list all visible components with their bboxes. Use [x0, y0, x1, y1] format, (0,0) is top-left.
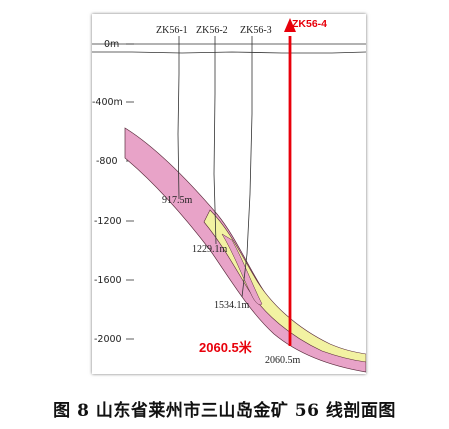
y-label-2000: -2000 [94, 334, 122, 345]
label-zk56-4: ZK56-4 [292, 18, 327, 30]
y-label-0: 0m [104, 39, 119, 50]
label-zk56-3: ZK56-3 [240, 25, 272, 36]
alteration-zone [124, 127, 366, 373]
y-label-800: -800 [96, 156, 118, 167]
depth-label-zk56-1: 917.5m [162, 195, 193, 206]
borehole-zk56-2 [213, 36, 217, 245]
cross-section-diagram: 0m -400m -800 -1200 -1600 -2000 ZK56-1 Z… [92, 18, 366, 373]
label-zk56-2: ZK56-2 [196, 25, 228, 36]
label-zk56-1: ZK56-1 [156, 25, 188, 36]
borehole-zk56-1 [177, 36, 180, 200]
depth-label-zk56-2: 1229.1m [192, 244, 228, 255]
borehole-zk56-3 [241, 36, 253, 298]
gold-vein [203, 209, 366, 363]
y-label-1200: -1200 [94, 216, 122, 227]
depth-label-zk56-3: 1534.1m [214, 300, 250, 311]
y-axis-ticks [126, 43, 134, 340]
depth-label-zk56-4: 2060.5m [265, 355, 301, 366]
y-label-400: -400m [92, 97, 123, 108]
ore-lens [221, 233, 263, 305]
arrow-up-icon [284, 18, 296, 32]
figure-caption: 图 8 山东省莱州市三山岛金矿 56 线剖面图 [53, 401, 396, 421]
ground-surface-line [92, 51, 366, 54]
y-label-1600: -1600 [94, 275, 122, 286]
highlight-depth-label: 2060.5米 [199, 340, 253, 355]
section-figure: 0m -400m -800 -1200 -1600 -2000 ZK56-1 Z… [92, 14, 366, 374]
